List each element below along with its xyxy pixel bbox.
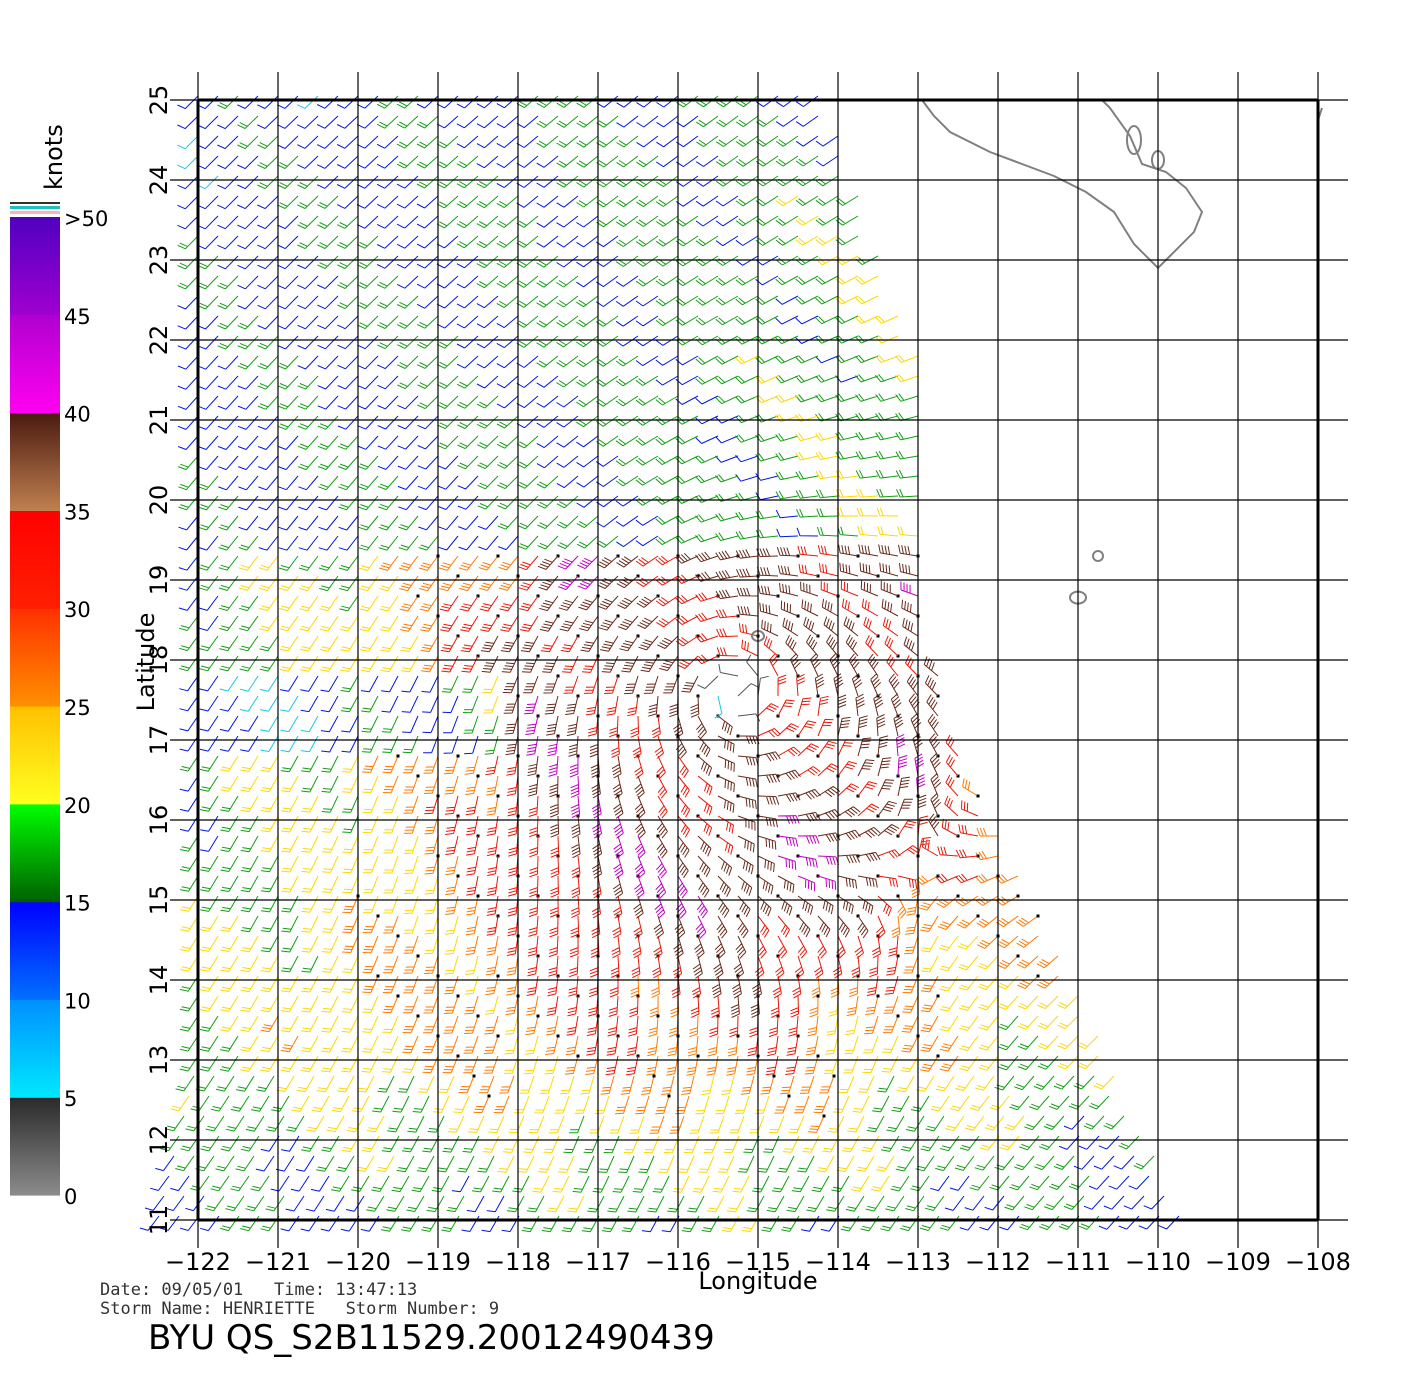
longitude-tick-label: −116 bbox=[645, 1248, 711, 1276]
map-frame bbox=[196, 98, 1320, 1222]
longitude-tick-label: −120 bbox=[325, 1248, 391, 1276]
colorbar-tick-label: 10 bbox=[64, 989, 91, 1013]
colorbar-tick-label: 30 bbox=[64, 598, 91, 622]
latitude-tick-label: 13 bbox=[145, 1045, 173, 1076]
wind-barb-group bbox=[177, 95, 723, 753]
colorbar-overflow-strip bbox=[10, 206, 60, 209]
latitude-tick-label: 11 bbox=[145, 1205, 173, 1236]
latitude-tick-label: 15 bbox=[145, 885, 173, 916]
colorbar-tick-label: 5 bbox=[64, 1087, 77, 1111]
colorbar-band-35-40 bbox=[10, 412, 60, 511]
colorbar-overflow-strip bbox=[10, 211, 60, 214]
date-time-line: Date: 09/05/01 Time: 13:47:13 bbox=[100, 1280, 418, 1300]
storm-name-line: Storm Name: HENRIETTE Storm Number: 9 bbox=[100, 1299, 500, 1319]
latitude-tick-label: 20 bbox=[145, 485, 173, 516]
longitude-tick-label: −112 bbox=[965, 1248, 1031, 1276]
colorbar-tick-label: 45 bbox=[64, 305, 91, 329]
latitude-tick-label: 18 bbox=[145, 645, 173, 676]
wind-barb-group bbox=[139, 95, 1180, 1233]
wind-barbs bbox=[139, 95, 1180, 1233]
longitude-tick-labels: −122 −121 −120 −119 −118 −117 −116 −115 −114 −113… bbox=[165, 1248, 1351, 1276]
colorbar-tick-label: 25 bbox=[64, 696, 91, 720]
longitude-tick-label: −108 bbox=[1285, 1248, 1351, 1276]
latitude-tick-label: 21 bbox=[145, 405, 173, 436]
longitude-tick-label: −114 bbox=[805, 1248, 871, 1276]
latitude-tick-label: 22 bbox=[145, 325, 173, 356]
longitude-tick-label: −118 bbox=[485, 1248, 551, 1276]
latitude-tick-label: 24 bbox=[145, 165, 173, 196]
colorbar-unit-label: knots bbox=[40, 124, 68, 190]
colorbar-tick-label: 35 bbox=[64, 500, 91, 524]
longitude-tick-label: −111 bbox=[1045, 1248, 1111, 1276]
latitude-tick-label: 14 bbox=[145, 965, 173, 996]
colorbar-band-45-50 bbox=[10, 217, 60, 316]
latitude-tick-label: 17 bbox=[145, 725, 173, 756]
colorbar-band-5-10 bbox=[10, 999, 60, 1098]
island-outline bbox=[1092, 550, 1104, 562]
wind-barb-group bbox=[424, 545, 979, 1076]
pass-file-id: BYU QS_S2B11529.20012490439 bbox=[148, 1318, 715, 1358]
colorbar-band-10-15 bbox=[10, 901, 60, 1000]
colorbar-tick-label: 0 bbox=[64, 1185, 77, 1209]
latitude-tick-label: 23 bbox=[145, 245, 173, 276]
island-outline bbox=[1126, 125, 1142, 155]
latitude-tick-label: 19 bbox=[145, 565, 173, 596]
colorbar-band-15-20 bbox=[10, 803, 60, 903]
longitude-tick-label: −115 bbox=[725, 1248, 791, 1276]
wind-barb-group bbox=[260, 555, 1059, 1134]
speed-colorbar bbox=[10, 202, 60, 1196]
longitude-tick-label: −121 bbox=[245, 1248, 311, 1276]
colorbar-band-30-35 bbox=[10, 510, 60, 609]
colorbar-band-40-45 bbox=[10, 314, 60, 414]
wind-barb-group bbox=[480, 544, 942, 1018]
y-axis-label: Latitude bbox=[132, 613, 160, 712]
latitude-tick-label: 16 bbox=[145, 805, 173, 836]
longitude-tick-label: −110 bbox=[1125, 1248, 1191, 1276]
colorbar-tick-label: 20 bbox=[64, 794, 91, 818]
x-axis-label: Longitude bbox=[698, 1267, 817, 1295]
wind-barb-group bbox=[170, 195, 1115, 1233]
colorbar-band-0-5 bbox=[10, 1097, 60, 1196]
colorbar-tick-labels: 0 5 10 15 20 25 30 35 40 45 >50 bbox=[64, 207, 108, 1209]
latitude-tick-label: 12 bbox=[145, 1125, 173, 1156]
longitude-tick-label: −122 bbox=[165, 1248, 231, 1276]
longitude-tick-label: −109 bbox=[1205, 1248, 1271, 1276]
colorbar-tick-label: >50 bbox=[64, 207, 108, 231]
colorbar-tick-label: 15 bbox=[64, 892, 91, 916]
longitude-tick-label: −117 bbox=[565, 1248, 631, 1276]
longitude-tick-label: −119 bbox=[405, 1248, 471, 1276]
wind-barb-group bbox=[524, 555, 926, 939]
colorbar-band-25-30 bbox=[10, 608, 60, 707]
baja-coastline bbox=[921, 99, 1204, 270]
lat-lon-grid bbox=[170, 72, 1348, 1248]
longitude-tick-label: −113 bbox=[885, 1248, 951, 1276]
colorbar-tick-label: 40 bbox=[64, 403, 91, 427]
latitude-tick-label: 25 bbox=[145, 85, 173, 116]
colorbar-overflow-strip bbox=[10, 202, 60, 204]
colorbar-band-20-25 bbox=[10, 706, 60, 805]
wind-barb-group bbox=[160, 95, 1155, 1233]
map-panel: −122 −121 −120 −119 −118 −117 −116 −115 −114 −113… bbox=[139, 72, 1351, 1276]
latitude-tick-labels: 11 12 13 14 15 16 17 18 19 20 21 22 23 24 25 bbox=[145, 85, 173, 1236]
